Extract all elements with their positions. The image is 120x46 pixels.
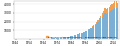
Bar — [92, 26, 93, 27]
Bar — [97, 20, 99, 22]
Bar — [99, 18, 100, 20]
Bar — [63, 37, 64, 39]
Bar — [78, 34, 79, 39]
Bar — [107, 8, 108, 13]
Bar — [86, 31, 87, 39]
Bar — [84, 32, 85, 39]
Bar — [88, 30, 89, 39]
Bar — [88, 29, 89, 30]
Bar — [82, 33, 83, 39]
Bar — [114, 8, 115, 39]
Bar — [107, 13, 108, 39]
Legend: Expansion sets (new releases), Board games (new releases): Expansion sets (new releases), Board gam… — [45, 35, 118, 38]
Bar — [102, 13, 103, 17]
Bar — [93, 25, 94, 26]
Bar — [100, 18, 102, 39]
Bar — [95, 24, 96, 25]
Bar — [117, 8, 118, 39]
Bar — [61, 38, 62, 39]
Bar — [81, 33, 82, 39]
Bar — [64, 37, 65, 39]
Bar — [77, 34, 78, 39]
Bar — [68, 37, 69, 39]
Bar — [71, 36, 72, 39]
Bar — [110, 11, 111, 39]
Bar — [53, 38, 54, 39]
Bar — [54, 38, 55, 39]
Bar — [111, 10, 113, 39]
Bar — [106, 9, 107, 14]
Bar — [106, 14, 107, 39]
Bar — [93, 26, 94, 39]
Bar — [102, 17, 103, 39]
Bar — [51, 38, 53, 39]
Bar — [110, 5, 111, 11]
Bar — [96, 22, 97, 24]
Bar — [60, 38, 61, 39]
Bar — [85, 31, 86, 39]
Bar — [117, 3, 118, 8]
Bar — [67, 37, 68, 39]
Bar — [100, 16, 102, 18]
Bar — [113, 3, 114, 9]
Bar — [114, 1, 115, 8]
Bar — [89, 29, 90, 39]
Bar — [113, 9, 114, 39]
Bar — [95, 25, 96, 39]
Bar — [103, 11, 104, 15]
Bar — [90, 28, 92, 39]
Bar — [105, 13, 106, 39]
Bar — [75, 35, 76, 39]
Bar — [58, 38, 60, 39]
Bar — [74, 35, 75, 39]
Bar — [72, 36, 73, 39]
Bar — [92, 27, 93, 39]
Bar — [69, 36, 71, 39]
Bar — [116, 1, 117, 7]
Bar — [65, 37, 66, 39]
Bar — [79, 33, 81, 39]
Bar — [96, 24, 97, 39]
Bar — [56, 38, 57, 39]
Bar — [99, 20, 100, 39]
Bar — [57, 38, 58, 39]
Bar — [103, 15, 104, 39]
Bar — [116, 7, 117, 39]
Bar — [105, 8, 106, 13]
Bar — [109, 7, 110, 12]
Bar — [97, 22, 99, 39]
Bar — [109, 12, 110, 39]
Bar — [111, 4, 113, 10]
